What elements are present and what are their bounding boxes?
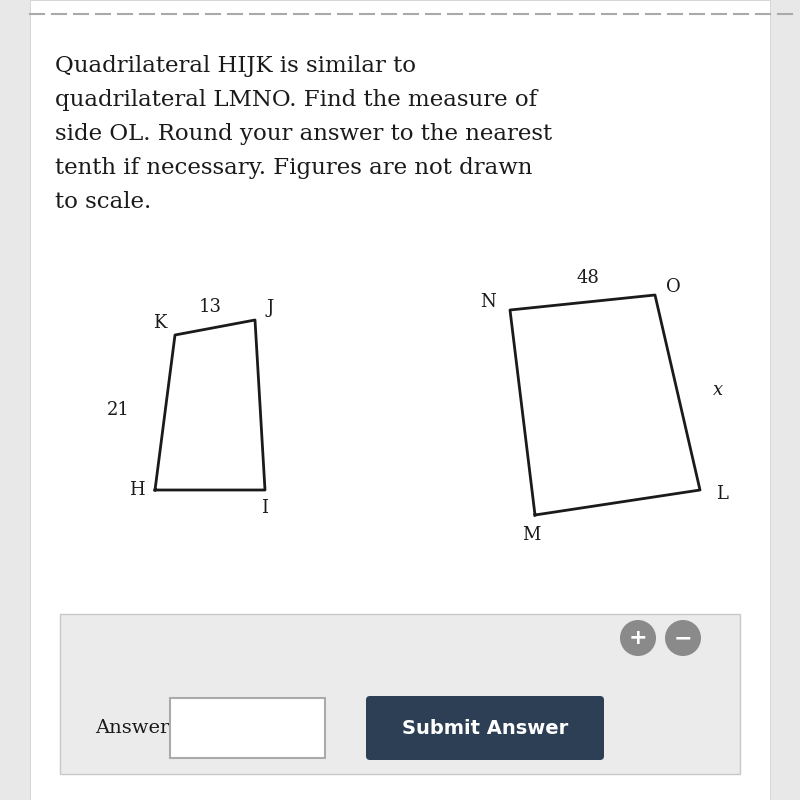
- Text: to scale.: to scale.: [55, 191, 151, 213]
- Text: Submit Answer: Submit Answer: [402, 718, 568, 738]
- Text: x: x: [713, 381, 723, 399]
- Text: 48: 48: [577, 269, 599, 287]
- Text: K: K: [154, 314, 166, 332]
- Bar: [60, 614, 740, 774]
- Circle shape: [620, 620, 656, 656]
- Text: J: J: [266, 299, 274, 317]
- Text: O: O: [666, 278, 680, 296]
- Text: 13: 13: [198, 298, 222, 316]
- Text: N: N: [480, 293, 496, 311]
- Text: Answer:: Answer:: [95, 719, 176, 737]
- Text: M: M: [522, 526, 540, 544]
- FancyBboxPatch shape: [366, 696, 604, 760]
- Bar: [170, 698, 325, 758]
- Text: side OL. Round your answer to the nearest: side OL. Round your answer to the neares…: [55, 123, 552, 145]
- Text: −: −: [674, 628, 692, 648]
- Text: quadrilateral LMNO. Find the measure of: quadrilateral LMNO. Find the measure of: [55, 89, 537, 111]
- Text: 21: 21: [106, 401, 130, 419]
- Text: Quadrilateral HIJK is similar to: Quadrilateral HIJK is similar to: [55, 55, 416, 77]
- Text: H: H: [129, 481, 145, 499]
- Text: +: +: [629, 628, 647, 648]
- Text: tenth if necessary. Figures are not drawn: tenth if necessary. Figures are not draw…: [55, 157, 532, 179]
- Circle shape: [665, 620, 701, 656]
- Text: I: I: [262, 499, 269, 517]
- Text: L: L: [716, 485, 728, 503]
